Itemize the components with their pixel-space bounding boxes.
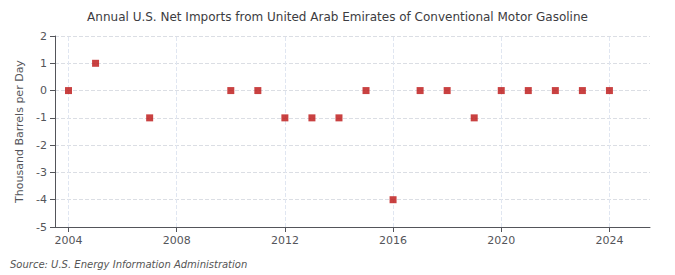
svg-text:1: 1 xyxy=(40,57,47,70)
svg-text:Source: U.S. Energy Informatio: Source: U.S. Energy Information Administ… xyxy=(10,259,247,270)
svg-text:2024: 2024 xyxy=(595,234,623,247)
svg-text:Annual U.S. Net Imports from U: Annual U.S. Net Imports from United Arab… xyxy=(87,10,588,24)
svg-text:-4: -4 xyxy=(36,193,47,206)
svg-text:-2: -2 xyxy=(36,139,47,152)
svg-text:-5: -5 xyxy=(36,221,47,234)
svg-text:-1: -1 xyxy=(36,111,47,124)
svg-text:2004: 2004 xyxy=(55,234,83,247)
svg-text:2: 2 xyxy=(40,30,47,43)
svg-text:2012: 2012 xyxy=(271,234,299,247)
svg-text:2020: 2020 xyxy=(487,234,515,247)
svg-text:2008: 2008 xyxy=(163,234,191,247)
svg-text:0: 0 xyxy=(40,84,47,97)
svg-text:-3: -3 xyxy=(36,166,47,179)
svg-text:Thousand Barrels per Day: Thousand Barrels per Day xyxy=(13,60,26,204)
svg-text:2016: 2016 xyxy=(379,234,407,247)
